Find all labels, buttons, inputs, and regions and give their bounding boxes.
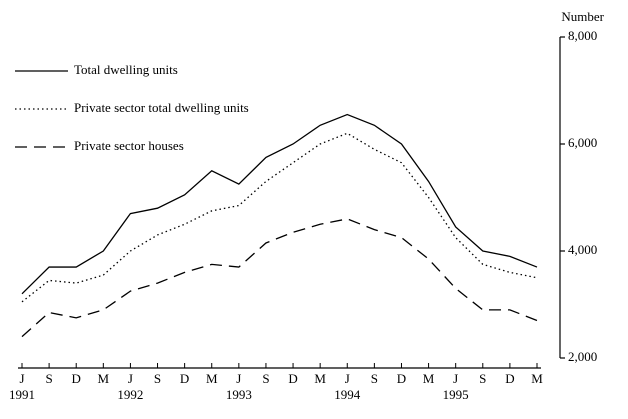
y-tick-label: 2,000 — [568, 349, 597, 364]
x-tick-label: M — [423, 371, 435, 386]
x-tick-label: J — [236, 371, 241, 386]
x-tick-label: D — [397, 371, 406, 386]
x-tick-label: S — [479, 371, 486, 386]
year-label: 1991 — [9, 387, 35, 402]
x-tick-label: D — [288, 371, 297, 386]
x-tick-label: S — [154, 371, 161, 386]
x-tick-label: S — [262, 371, 269, 386]
legend-label: Total dwelling units — [74, 62, 178, 77]
x-tick-label: J — [19, 371, 24, 386]
x-tick-label: J — [453, 371, 458, 386]
y-tick-label: 8,000 — [568, 28, 597, 43]
x-tick-label: M — [531, 371, 543, 386]
x-tick-label: M — [98, 371, 110, 386]
year-label: 1994 — [334, 387, 361, 402]
series-line — [21, 113, 538, 295]
x-tick-label: M — [206, 371, 218, 386]
x-tick-label: J — [128, 371, 133, 386]
series-line — [21, 132, 538, 303]
x-tick-label: M — [314, 371, 326, 386]
y-axis-unit: Number — [561, 9, 604, 24]
x-tick-label: S — [371, 371, 378, 386]
legend-label: Private sector total dwelling units — [74, 100, 249, 115]
series-line — [21, 218, 538, 338]
year-label: 1995 — [443, 387, 469, 402]
y-tick-label: 6,000 — [568, 135, 597, 150]
x-tick-label: S — [45, 371, 52, 386]
y-tick-label: 4,000 — [568, 242, 597, 257]
x-tick-label: D — [505, 371, 514, 386]
x-tick-label: J — [345, 371, 350, 386]
year-label: 1992 — [117, 387, 143, 402]
x-tick-label: D — [180, 371, 189, 386]
year-label: 1993 — [226, 387, 252, 402]
legend-label: Private sector houses — [74, 138, 184, 153]
x-tick-label: D — [72, 371, 81, 386]
